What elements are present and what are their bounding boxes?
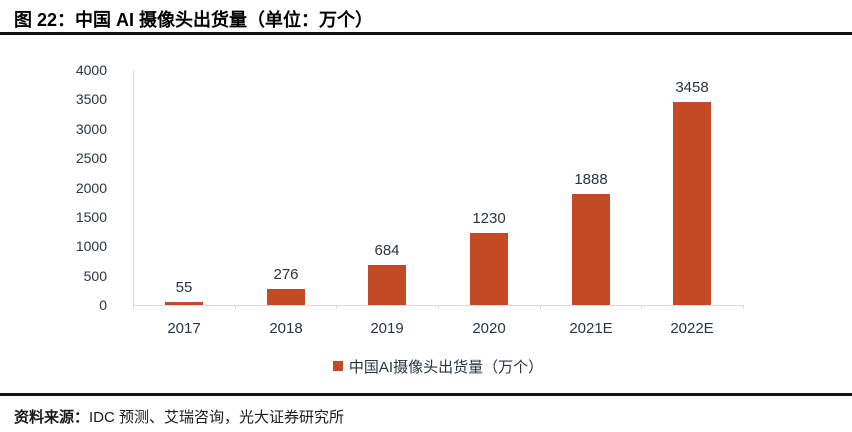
bar-value-label: 684 <box>374 242 400 259</box>
bar-2020 <box>470 233 508 305</box>
bar-2018 <box>267 289 305 305</box>
bar-2017 <box>165 302 203 305</box>
y-axis-tick-label: 2500 <box>75 150 107 167</box>
bar-value-label: 276 <box>273 266 299 283</box>
x-axis-label: 2019 <box>370 320 404 337</box>
bar-value-label: 1230 <box>472 210 506 227</box>
source-note: 资料来源：IDC 预测、艾瑞咨询，光大证券研究所 <box>14 406 344 427</box>
chart-legend: 中国AI摄像头出货量（万个） <box>133 356 743 376</box>
bar-value-label: 1888 <box>574 171 608 188</box>
source-text: IDC 预测、艾瑞咨询，光大证券研究所 <box>89 409 345 426</box>
legend-marker-icon <box>332 361 343 371</box>
y-axis-tick-label: 4000 <box>75 62 107 78</box>
bar-2019 <box>368 265 406 305</box>
y-axis-tick-label: 500 <box>83 267 107 284</box>
x-axis-label: 2017 <box>167 320 201 337</box>
bar-value-label: 3458 <box>675 79 709 96</box>
y-axis-tick-label: 3500 <box>75 91 107 108</box>
x-axis-tick-mark <box>438 305 439 309</box>
bar-value-label: 55 <box>175 279 193 296</box>
y-axis-tick-label: 0 <box>99 297 107 313</box>
x-axis-tick-mark <box>743 305 744 309</box>
x-axis-tick-mark <box>235 305 236 309</box>
y-axis-tick-label: 3000 <box>75 120 107 137</box>
x-axis-label: 2018 <box>269 320 303 337</box>
title-underline <box>0 32 852 35</box>
bar-2022E <box>673 102 711 305</box>
y-axis-line <box>133 70 134 305</box>
x-axis-tick-mark <box>641 305 642 309</box>
x-axis-tick-mark <box>336 305 337 309</box>
source-label: 资料来源： <box>14 409 90 426</box>
y-axis-tick-label: 1000 <box>75 238 107 255</box>
x-axis-label: 2020 <box>472 320 506 337</box>
y-axis-tick-label: 1500 <box>75 208 107 225</box>
figure-title: 图 22：中国 AI 摄像头出货量（单位：万个） <box>14 10 374 30</box>
x-axis-tick-mark <box>540 305 541 309</box>
y-axis-tick-label: 2000 <box>75 179 107 196</box>
x-axis-label: 2021E <box>569 320 613 337</box>
bar-2021E <box>572 194 610 305</box>
legend-label: 中国AI摄像头出货量（万个） <box>348 358 544 376</box>
x-axis-label: 2022E <box>670 320 714 337</box>
x-axis-tick-mark <box>133 305 134 309</box>
footer-divider <box>0 393 852 396</box>
